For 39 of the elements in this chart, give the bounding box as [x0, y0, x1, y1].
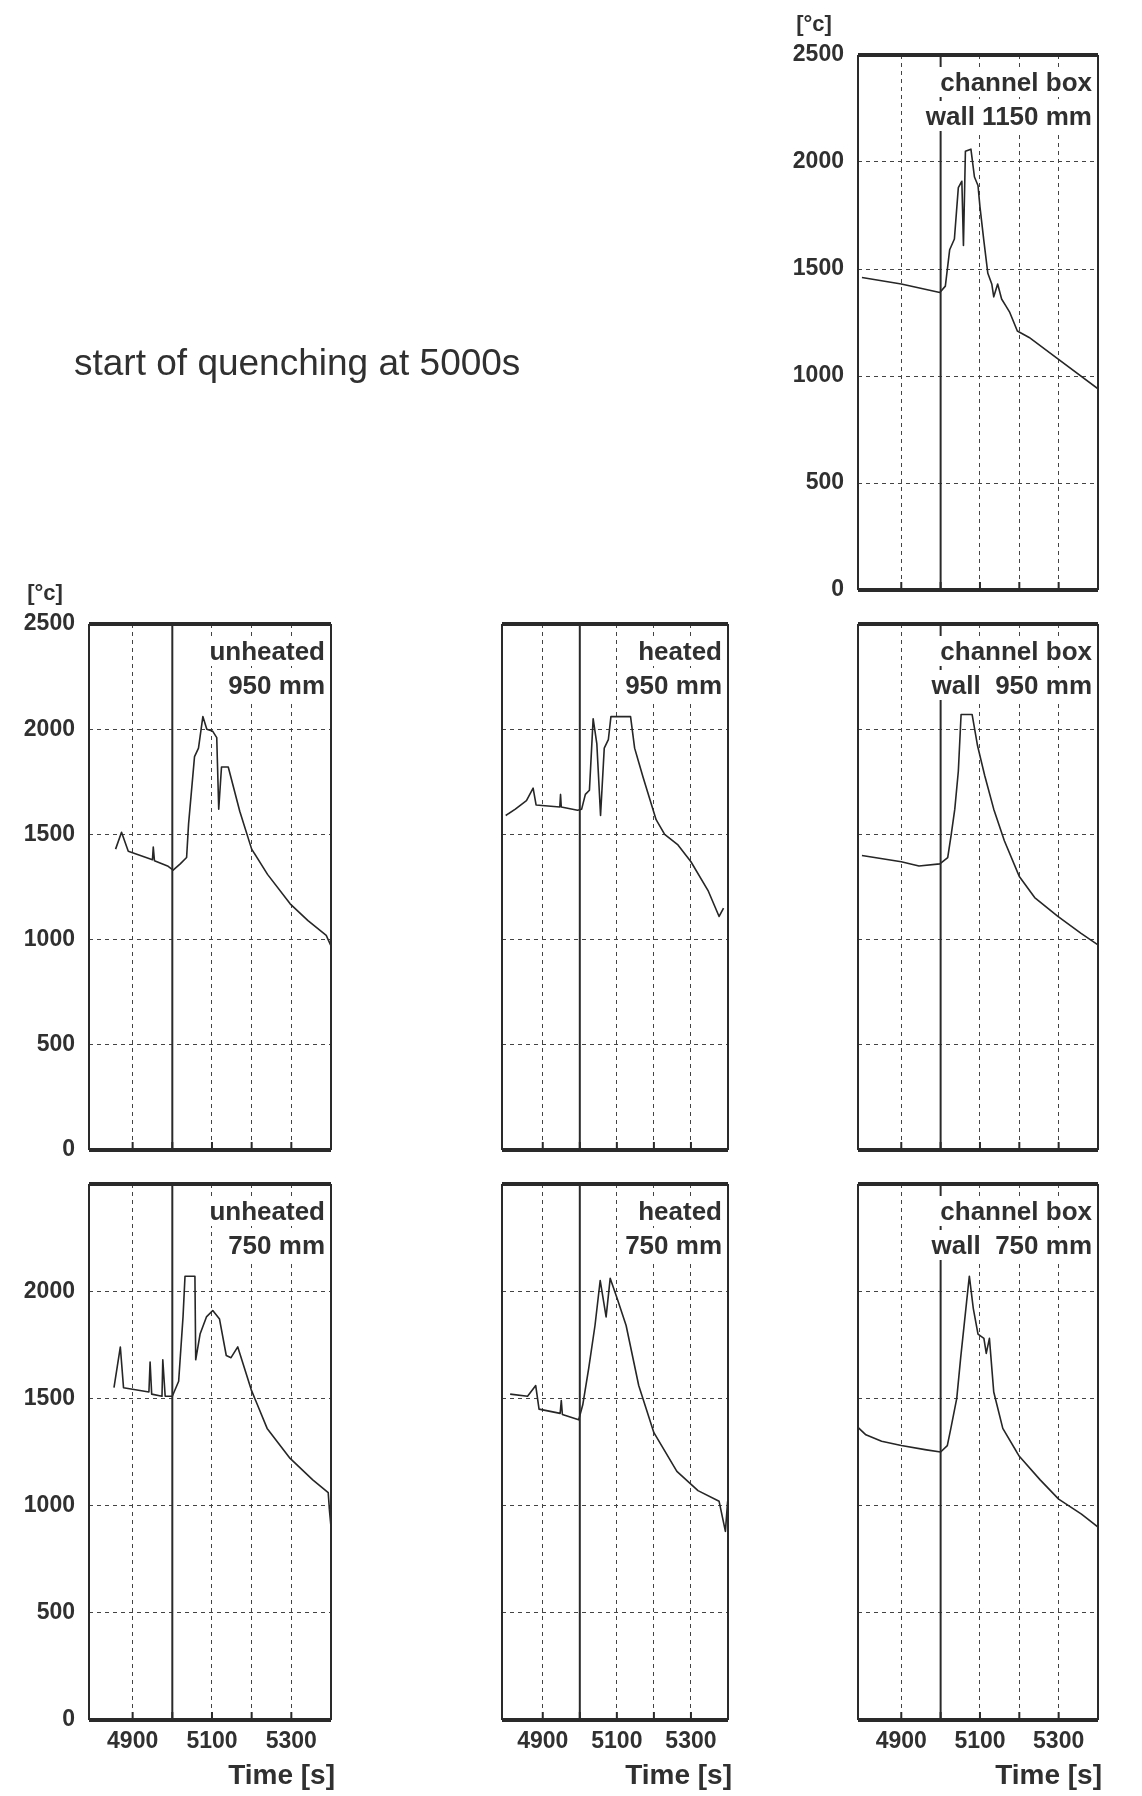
y-tick-label: 0 — [62, 1705, 75, 1732]
y-tick-label: 1500 — [792, 254, 844, 281]
y-tick-label: 0 — [831, 575, 844, 602]
y-tick-label: 500 — [805, 468, 844, 495]
y-tick-label: 2000 — [23, 1276, 75, 1303]
text: heated 950 mm — [625, 636, 722, 700]
x-tick-label: 5100 — [186, 1726, 238, 1753]
x-tick-label: 4900 — [107, 1726, 159, 1753]
x-axis-title: Time [s] — [625, 1758, 732, 1790]
y-axis-title: [°c] — [27, 580, 63, 605]
y-tick-label: 1000 — [792, 361, 844, 388]
y-tick-label: 2000 — [792, 147, 844, 174]
y-tick-label: 1000 — [23, 924, 75, 951]
text: channel box wall 750 mm — [930, 1196, 1093, 1260]
x-tick-label: 5100 — [591, 1726, 643, 1753]
y-tick-label: 1500 — [23, 819, 75, 846]
text: unheated 950 mm — [209, 636, 325, 700]
x-tick-label: 4900 — [517, 1726, 569, 1753]
y-tick-label: 1000 — [23, 1490, 75, 1517]
y-tick-label: 500 — [36, 1598, 75, 1625]
x-tick-label: 5300 — [265, 1726, 317, 1753]
text: heated 750 mm — [625, 1196, 722, 1260]
y-tick-label: 0 — [62, 1135, 75, 1162]
text: channel box wall 1150 mm — [924, 67, 1093, 131]
y-axis-title: [°c] — [796, 11, 832, 36]
x-axis-title: Time [s] — [995, 1758, 1102, 1790]
y-tick-label: 2000 — [23, 714, 75, 741]
text: channel box wall 950 mm — [930, 636, 1093, 700]
y-tick-label: 1500 — [23, 1383, 75, 1410]
x-tick-label: 5300 — [665, 1726, 717, 1753]
x-tick-label: 5300 — [1033, 1726, 1085, 1753]
x-axis-title: Time [s] — [228, 1758, 335, 1790]
x-tick-label: 5100 — [954, 1726, 1006, 1753]
text: start of quenching at 5000s — [74, 342, 521, 384]
y-tick-label: 500 — [36, 1030, 75, 1057]
y-tick-label: 2500 — [792, 40, 844, 67]
x-tick-label: 4900 — [875, 1726, 927, 1753]
text: unheated 750 mm — [209, 1196, 325, 1260]
y-tick-label: 2500 — [23, 609, 75, 636]
